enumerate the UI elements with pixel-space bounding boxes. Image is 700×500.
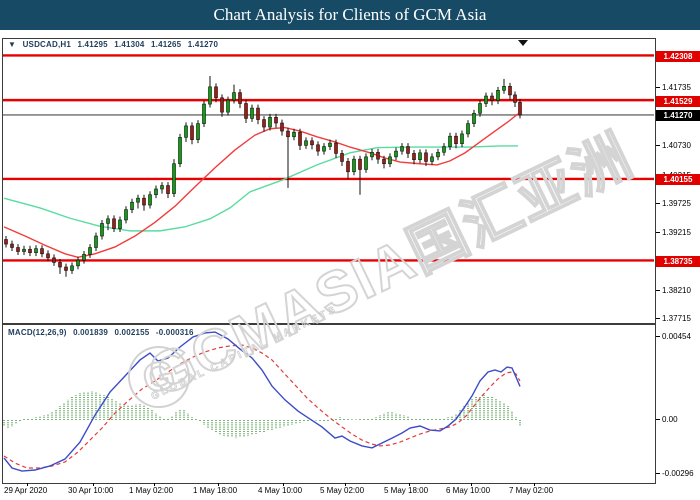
arrow-down-marker-icon	[518, 40, 528, 46]
level-lines	[3, 54, 654, 262]
time-axis-label: 29 Apr 2020	[4, 486, 48, 495]
time-axis-tick	[93, 483, 94, 486]
price-level-badge: 1.41270	[656, 110, 700, 122]
time-axis-label: 30 Apr 10:00	[68, 486, 114, 495]
time-axis-tick	[345, 483, 346, 486]
macd-histogram	[3, 390, 521, 439]
macd-signal-value: 0.002155	[114, 328, 150, 337]
price-chart-panel[interactable]	[2, 38, 656, 324]
price-tick-label: 1.37715	[656, 313, 691, 323]
price-tick-label: 1.39725	[656, 198, 691, 208]
price-level-badge: 1.41529	[656, 95, 700, 107]
price-tick-label: 1.41735	[656, 83, 691, 93]
price-level-badge: 1.42308	[656, 50, 700, 62]
time-axis[interactable]: 29 Apr 2020 30 Apr 10:00 1 May 02:00 1 May …	[0, 483, 700, 500]
macd-main-line	[3, 331, 521, 472]
time-axis-tick	[218, 483, 219, 486]
time-axis-label: 1 May 18:00	[193, 486, 238, 495]
price-chart-graphics	[3, 54, 654, 277]
macd-main-value: 0.001839	[73, 328, 109, 337]
time-axis-label: 4 May 10:00	[258, 486, 303, 495]
price-tick-label: 1.38210	[656, 285, 691, 295]
macd-graphics	[3, 331, 521, 472]
chart-expander-icon[interactable]: ▼	[8, 40, 17, 49]
open-value: 1.41295	[77, 40, 108, 49]
macd-tick-label: -0.00296	[656, 469, 694, 478]
time-axis-tick	[154, 483, 155, 486]
macd-histogram-value: -0.000316	[155, 328, 194, 337]
price-tick-label: 1.39215	[656, 227, 691, 237]
time-axis-label: 7 May 02:00	[509, 486, 554, 495]
time-axis-tick	[27, 483, 28, 486]
macd-indicator-panel[interactable]	[2, 324, 656, 484]
time-axis-tick	[409, 483, 410, 486]
time-axis-label: 5 May 18:00	[384, 486, 429, 495]
title-bar: Chart Analysis for Clients of GCM Asia	[0, 0, 700, 30]
macd-signal-line	[3, 344, 521, 469]
price-level-badge: 1.38735	[656, 255, 700, 267]
time-axis-label: 6 May 10:00	[446, 486, 491, 495]
macd-tick-label: 0.00454	[656, 332, 691, 342]
close-value: 1.41270	[187, 40, 219, 49]
macd-tick-label: 0.00	[656, 415, 678, 424]
chart-ohlc-header: ▼ USDCAD,H1 1.41295 1.41304 1.41265 1.41…	[8, 40, 222, 49]
time-axis-label: 1 May 02:00	[129, 486, 174, 495]
time-axis-tick	[283, 483, 284, 486]
symbol-period-label: USDCAD,H1	[22, 40, 72, 49]
low-value: 1.41265	[151, 40, 182, 49]
page-title: Chart Analysis for Clients of GCM Asia	[213, 5, 487, 24]
time-axis-label: 5 May 02:00	[320, 486, 365, 495]
price-level-badge: 1.40155	[656, 174, 700, 186]
candlestick-series	[4, 75, 522, 277]
macd-header: MACD(12,26,9) 0.001839 0.002155 -0.00031…	[8, 328, 198, 337]
price-tick-label: 1.40730	[656, 140, 691, 150]
high-value: 1.41304	[114, 40, 145, 49]
price-axis[interactable]: 1.422501.417351.407301.402151.397251.392…	[656, 30, 700, 490]
ma-slow-green-line	[3, 145, 518, 232]
ma-fast-red-line	[3, 113, 519, 258]
time-axis-tick	[471, 483, 472, 486]
macd-indicator-name: MACD(12,26,9)	[8, 328, 67, 337]
time-axis-tick	[534, 483, 535, 486]
